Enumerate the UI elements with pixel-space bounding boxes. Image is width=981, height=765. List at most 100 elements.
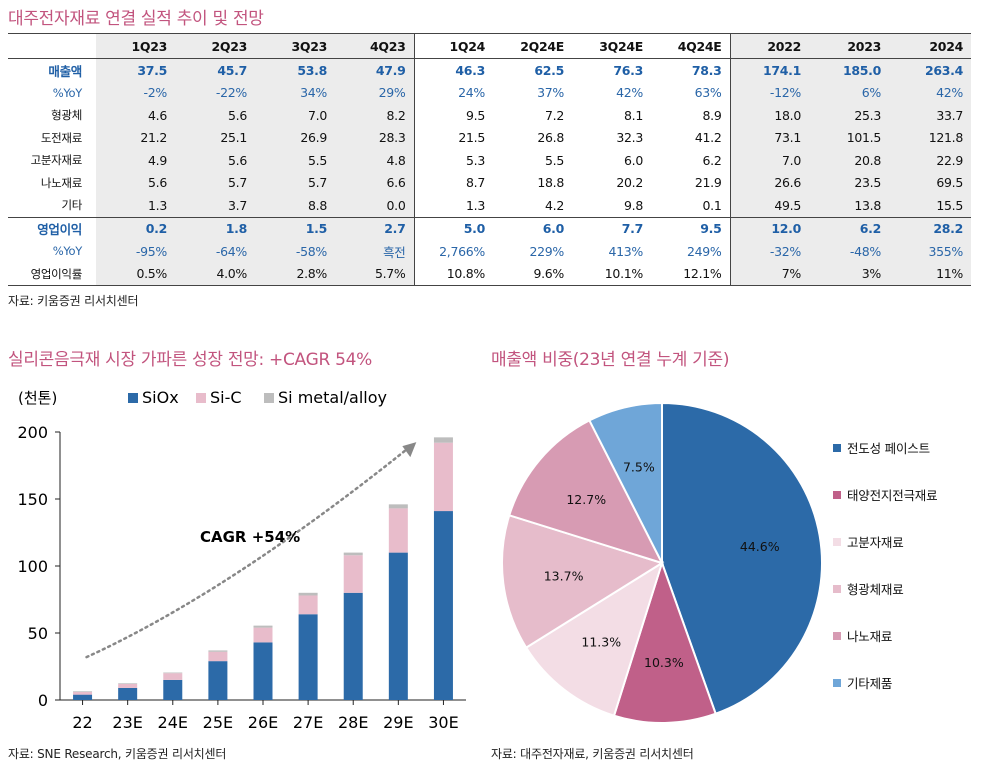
table-cell: 흑전 bbox=[335, 240, 414, 263]
pie-legend-label: 고분자재료 bbox=[847, 535, 904, 550]
table-cell: 53.8 bbox=[255, 58, 335, 82]
table-cell: 13.8 bbox=[809, 194, 889, 217]
table-cell: 0.1 bbox=[702, 197, 722, 213]
legend-label-1: Si-C bbox=[210, 388, 242, 407]
table-cell: 9.8 bbox=[624, 197, 643, 213]
bar-sic-26E bbox=[253, 627, 273, 643]
table-cell: 6.2 bbox=[702, 152, 722, 168]
x-tick-label: 22 bbox=[72, 713, 92, 732]
table-cell: -95% bbox=[96, 240, 175, 263]
pie-legend-label: 나노재료 bbox=[847, 629, 893, 644]
row-label: 영업이익률 bbox=[8, 262, 96, 286]
y-tick-label: 100 bbox=[17, 557, 48, 576]
table-cell: 5.7 bbox=[255, 171, 335, 194]
bar-sic-29E bbox=[388, 508, 408, 553]
table-header-blank bbox=[8, 33, 96, 59]
table-cell: 21.5 bbox=[413, 126, 493, 149]
table-cell: 29% bbox=[335, 81, 414, 104]
cagr-annotation: CAGR +54% bbox=[200, 528, 300, 546]
table-cell: 1.3 bbox=[413, 194, 493, 217]
table-cell: 34% bbox=[255, 81, 335, 104]
bar-sic-27E bbox=[298, 595, 318, 615]
bar-sic-30E bbox=[433, 442, 453, 512]
pie-value-label: 13.7% bbox=[544, 569, 584, 584]
table-cell: 7.7 bbox=[572, 216, 651, 240]
row-label: 영업이익 bbox=[8, 216, 96, 240]
table-row: 형광체 4.6 5.6 7.0 8.2 9.5 7.2 8.1 8.9 18.0 25.3 33.7 bbox=[8, 104, 971, 127]
column-header-1q24: 1Q24 bbox=[413, 33, 493, 59]
table-cell: 11% bbox=[889, 262, 971, 286]
pie-legend-item: 전도성 페이스트 bbox=[833, 438, 930, 457]
table-cell: 33.7 bbox=[889, 104, 971, 127]
pie-legend-label: 형광체재료 bbox=[847, 582, 904, 597]
pie-legend-swatch bbox=[833, 491, 841, 499]
table-cell: 4.0% bbox=[175, 262, 255, 286]
pie-legend-swatch bbox=[833, 679, 841, 687]
bar-siox-30E bbox=[433, 511, 453, 700]
bar-siox-23E bbox=[118, 687, 138, 700]
table-cell: 25.3 bbox=[809, 104, 889, 127]
table-cell: 7.0 bbox=[729, 149, 809, 172]
table-cell: 49.5 bbox=[729, 194, 809, 217]
table-cell: 24% bbox=[413, 81, 493, 104]
table-cell: 413% bbox=[608, 243, 643, 259]
table-cell: 2.8% bbox=[255, 262, 335, 286]
table-cell: 21.2 bbox=[96, 126, 175, 149]
pie-value-label: 11.3% bbox=[581, 634, 621, 649]
bar-siox-29E bbox=[388, 552, 408, 700]
pie-legend-item: 기타제품 bbox=[833, 673, 892, 692]
bar-siox-24E bbox=[163, 679, 183, 700]
cagr-arrow-line bbox=[85, 446, 410, 659]
table-cell: 6% bbox=[809, 81, 889, 104]
row-label: 고분자재료 bbox=[30, 153, 83, 168]
table-row: 나노재료 5.6 5.7 5.7 6.6 8.7 18.8 20.2 21.9 26.6 23.5 6… bbox=[8, 171, 971, 194]
table-cell: 32.3 bbox=[616, 130, 643, 146]
bar-siox-26E bbox=[253, 642, 273, 700]
table-cell: 0.0 bbox=[335, 194, 414, 217]
pie-value-label: 7.5% bbox=[623, 460, 655, 475]
table-cell: -22% bbox=[175, 81, 255, 104]
table-row: 영업이익 0.2 1.8 1.5 2.7 5.0 6.0 7.7 9.5 12.0 6.2 28.2 bbox=[8, 216, 971, 240]
bar-chart: (천톤) SiOx Si-C Si metal/alloy 0 50 100 150 200 22… bbox=[17, 388, 466, 732]
table-header-row: 1Q23 2Q23 3Q23 4Q23 1Q24 2Q24E 3Q24E 4Q24E 2022 2… bbox=[8, 33, 971, 59]
row-label: 형광체 bbox=[51, 108, 82, 123]
column-header-1q23: 1Q23 bbox=[96, 33, 175, 59]
table-cell: 63% bbox=[694, 85, 722, 101]
table-cell: 8.7 bbox=[413, 171, 493, 194]
x-tick-label: 24E bbox=[158, 713, 188, 732]
row-label: %YoY bbox=[52, 244, 83, 259]
x-tick-label: 23E bbox=[112, 713, 142, 732]
table-cell: 1.3 bbox=[96, 194, 175, 217]
table-cell: 78.3 bbox=[691, 62, 722, 78]
table-cell: 9.5 bbox=[413, 104, 493, 127]
pie-legend-swatch bbox=[833, 444, 841, 452]
pie-value-label: 12.7% bbox=[566, 492, 606, 507]
pie-chart-title: 매출액 비중(23년 연결 누계 기준) bbox=[491, 350, 730, 370]
row-label: 도전재료 bbox=[40, 130, 82, 145]
table-cell: 37% bbox=[537, 85, 564, 101]
pie-value-label: 10.3% bbox=[644, 655, 684, 670]
table-cell: 3% bbox=[809, 262, 889, 286]
pie-slice-4 bbox=[508, 419, 664, 565]
pie-legend-swatch bbox=[833, 538, 841, 546]
bar-simetalalloy-28E bbox=[343, 552, 363, 556]
table-cell: 229% bbox=[529, 243, 564, 259]
row-label: %YoY bbox=[52, 85, 83, 100]
table-cell: -12% bbox=[729, 81, 809, 104]
pie-slice-2 bbox=[524, 560, 664, 717]
bar-simetalalloy-24E bbox=[163, 672, 183, 674]
financial-table: 1Q23 2Q23 3Q23 4Q23 1Q24 2Q24E 3Q24E 4Q24E 2022 2… bbox=[8, 33, 971, 286]
bar-sic-28E bbox=[343, 555, 363, 593]
bar-chart-source: 자료: SNE Research, 키움증권 리서치센터 bbox=[8, 747, 227, 761]
table-cell: 12.0 bbox=[729, 216, 809, 240]
table-cell: 6.2 bbox=[809, 216, 889, 240]
bar-simetalalloy-22 bbox=[73, 691, 93, 692]
pie-legend-label: 기타제품 bbox=[847, 676, 893, 691]
table-row: 영업이익률 0.5% 4.0% 2.8% 5.7% 10.8% 9.6% 10.1% 12.1%… bbox=[8, 262, 971, 286]
table-cell: 10.1% bbox=[572, 262, 651, 286]
table-cell: -48% bbox=[809, 240, 889, 263]
column-header-3q23: 3Q23 bbox=[255, 33, 335, 59]
table-cell: -64% bbox=[175, 240, 255, 263]
table-cell: -32% bbox=[729, 240, 809, 263]
table-cell: 5.6 bbox=[175, 149, 255, 172]
